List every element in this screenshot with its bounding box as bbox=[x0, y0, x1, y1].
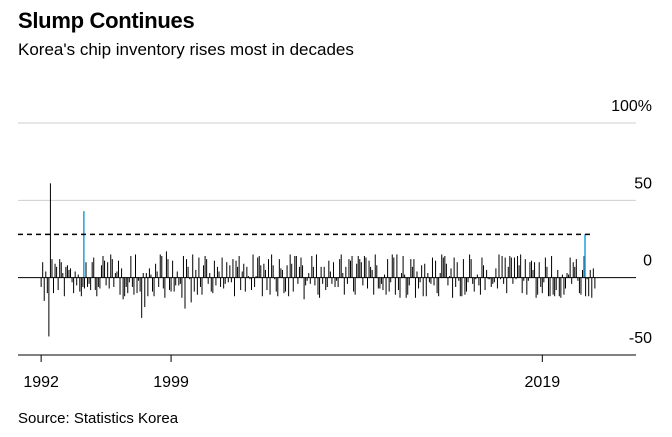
y-tick-label: 100% bbox=[611, 98, 652, 115]
bar-series bbox=[40, 183, 596, 337]
y-axis-ticks: 100% 50 0 -50 bbox=[611, 98, 652, 347]
grid-lines bbox=[18, 122, 636, 356]
y-tick-label: 0 bbox=[643, 253, 652, 270]
chart-title: Slump Continues bbox=[18, 8, 195, 33]
source-note: Source: Statistics Korea bbox=[18, 410, 179, 427]
x-tick-label: 1999 bbox=[153, 374, 189, 391]
x-axis-ticks: 1992 1999 2019 bbox=[23, 355, 560, 391]
chart-subtitle: Korea's chip inventory rises most in dec… bbox=[18, 40, 354, 59]
y-tick-label: 50 bbox=[634, 175, 652, 192]
x-tick-label: 2019 bbox=[525, 374, 561, 391]
x-tick-label: 1992 bbox=[23, 374, 59, 391]
y-tick-label: -50 bbox=[629, 330, 652, 347]
highlight-bars bbox=[83, 211, 586, 278]
